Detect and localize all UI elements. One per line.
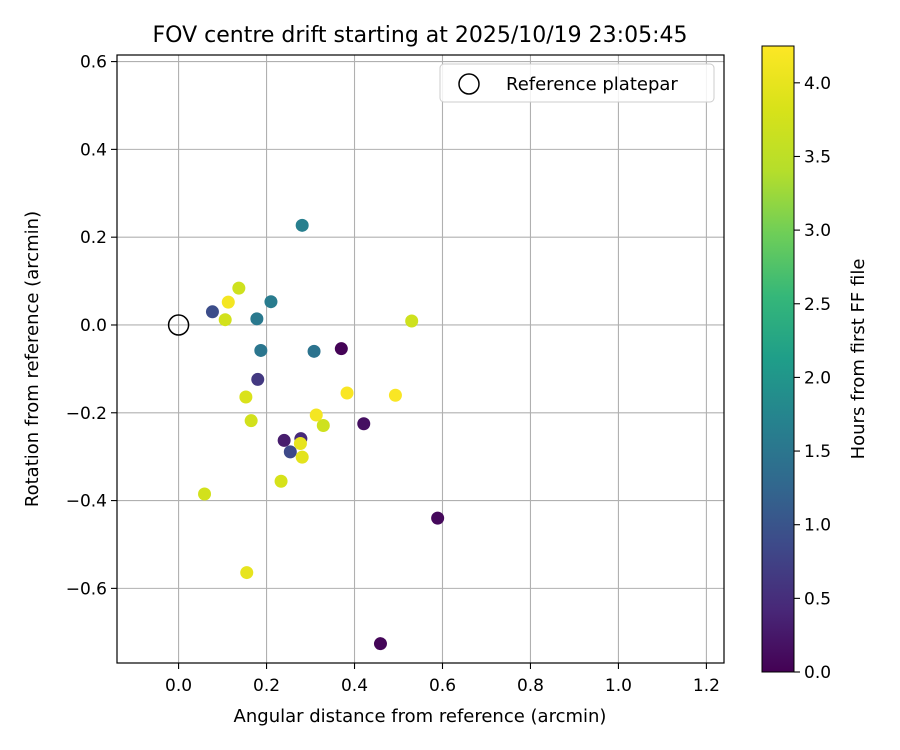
colorbar-label: Hours from first FF file: [848, 259, 869, 460]
legend-entry: Reference platepar: [506, 74, 678, 95]
y-tick-label: −0.6: [66, 579, 107, 599]
data-point: [264, 295, 278, 309]
y-tick-label: 0.0: [80, 316, 107, 336]
plot-frame: [116, 54, 725, 664]
data-point: [232, 281, 246, 295]
grid-lines: [117, 55, 724, 663]
data-point: [293, 437, 307, 451]
data-point: [274, 474, 288, 488]
data-point: [254, 343, 268, 357]
colorbar-tick-label: 2.5: [804, 295, 831, 315]
data-point: [251, 372, 265, 386]
data-point: [240, 566, 254, 580]
y-tick-label: −0.2: [66, 404, 107, 424]
x-tick-label: 1.2: [693, 676, 720, 696]
y-tick-label: 0.4: [80, 140, 107, 160]
data-point: [244, 414, 258, 428]
legend-box: [439, 63, 715, 103]
colorbar-gradient: [761, 45, 795, 673]
data-point: [431, 511, 445, 525]
colorbar-tick-label: 3.0: [804, 221, 831, 241]
legend: Reference platepar: [439, 63, 715, 103]
data-point: [357, 417, 371, 431]
y-axis-ticks: −0.6 −0.4 −0.2 0.0 0.2 0.4 0.6: [66, 53, 117, 599]
y-tick-label: 0.2: [80, 228, 107, 248]
colorbar-ticks: 0.0 0.5 1.0 1.5 2.0 2.5 3.0 3.5 4.0: [794, 74, 831, 683]
data-point: [295, 218, 309, 232]
data-point: [309, 408, 323, 422]
x-tick-label: 0.6: [429, 676, 456, 696]
data-point: [283, 445, 297, 459]
x-tick-label: 1.0: [605, 676, 632, 696]
x-tick-label: 0.0: [165, 676, 192, 696]
data-point: [373, 637, 387, 651]
data-point: [388, 388, 402, 402]
data-point: [405, 314, 419, 328]
colorbar: 0.0 0.5 1.0 1.5 2.0 2.5 3.0 3.5 4.0 Hours from f…: [761, 45, 869, 683]
colorbar-tick-label: 2.0: [804, 368, 831, 388]
colorbar-tick-label: 1.0: [804, 516, 831, 536]
data-point: [277, 433, 291, 447]
data-point: [205, 305, 219, 319]
data-point: [221, 295, 235, 309]
colorbar-tick-label: 0.5: [804, 589, 831, 609]
data-point: [250, 312, 264, 326]
x-tick-label: 0.4: [341, 676, 368, 696]
legend-marker: [458, 73, 480, 95]
colorbar-tick-label: 3.5: [804, 147, 831, 167]
data-point: [334, 342, 348, 356]
data-point: [295, 450, 309, 464]
data-point: [198, 487, 212, 501]
x-axis-ticks: 0.0 0.2 0.4 0.6 0.8 1.0 1.2: [165, 663, 720, 696]
chart-title: FOV centre drift starting at 2025/10/19 …: [153, 23, 688, 48]
data-points: [198, 218, 445, 651]
data-point: [316, 419, 330, 433]
data-point: [307, 344, 321, 358]
reference-point-marker: [167, 314, 190, 336]
data-point: [218, 313, 232, 327]
colorbar-tick-label: 4.0: [804, 74, 831, 94]
colorbar-tick-label: 0.0: [804, 663, 831, 683]
colorbar-tick-label: 1.5: [804, 442, 831, 462]
data-point: [340, 386, 354, 400]
y-tick-label: −0.4: [66, 492, 107, 512]
data-point: [239, 390, 253, 404]
y-tick-label: 0.6: [80, 53, 107, 73]
x-axis-label: Angular distance from reference (arcmin): [234, 706, 607, 727]
y-axis-label: Rotation from reference (arcmin): [22, 211, 43, 507]
x-tick-label: 0.8: [517, 676, 544, 696]
x-tick-label: 0.2: [253, 676, 280, 696]
